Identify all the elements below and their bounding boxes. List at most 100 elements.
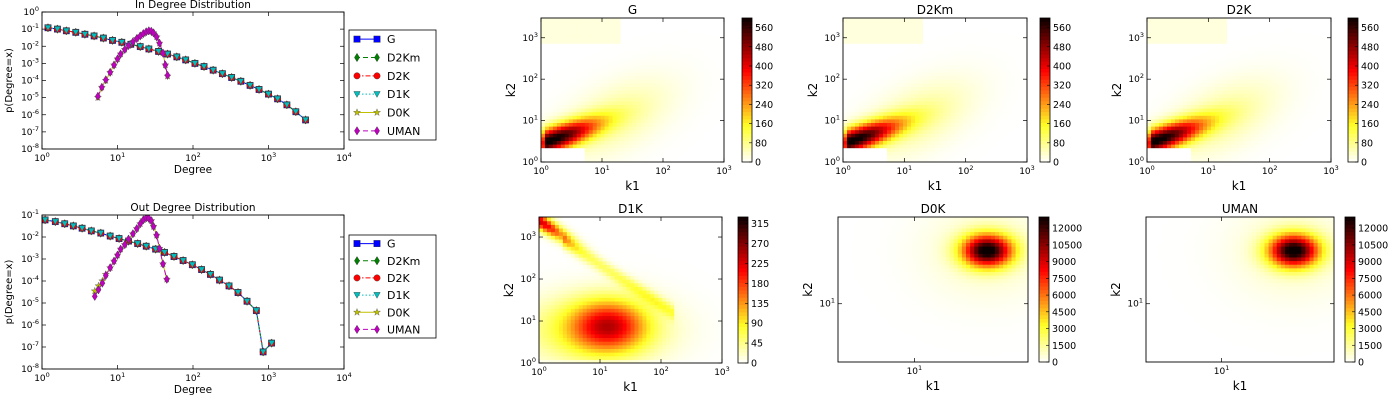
x-tick-label-exp: 0 xyxy=(46,151,50,159)
heatmap-cell xyxy=(1155,86,1160,90)
heatmap-cell xyxy=(680,108,685,112)
x-tick-label-base: 10 xyxy=(594,167,606,177)
heatmap-cell xyxy=(692,22,697,26)
heatmap-cell xyxy=(847,25,852,29)
colorbar-segment xyxy=(1040,79,1050,83)
heatmap-cell xyxy=(1179,94,1184,98)
heatmap-cell xyxy=(975,144,980,148)
heatmap-cell xyxy=(541,18,546,22)
heatmap-cell xyxy=(613,65,618,69)
heatmap-cell xyxy=(1175,54,1180,58)
heatmap-cell xyxy=(919,119,924,123)
heatmap-cell xyxy=(895,94,900,98)
heatmap-cell xyxy=(843,133,848,137)
heatmap-cell xyxy=(871,83,876,87)
heatmap-cell xyxy=(617,86,622,90)
heatmap-cell xyxy=(688,90,693,94)
heatmap-cell xyxy=(979,112,984,116)
heatmap-cell xyxy=(923,97,928,101)
heatmap-cell xyxy=(573,90,578,94)
heatmap-cell xyxy=(680,140,685,144)
heatmap-cell xyxy=(983,25,988,29)
x-tick-label-base: 10 xyxy=(336,374,348,384)
y-tick-label: 10-4 xyxy=(21,74,39,87)
heatmap-cell xyxy=(899,86,904,90)
heatmap-cell xyxy=(907,65,912,69)
heatmap-cell xyxy=(907,122,912,126)
heatmap-cell xyxy=(700,94,705,98)
y-tick-label: 102 xyxy=(522,72,538,85)
heatmap-cell xyxy=(847,86,852,90)
heatmap-cell xyxy=(927,47,932,51)
heatmap-cell xyxy=(871,144,876,148)
heatmap-cell xyxy=(573,155,578,159)
colorbar-segment xyxy=(1040,86,1050,90)
heatmap-cell xyxy=(899,65,904,69)
heatmap-cell xyxy=(983,22,988,26)
heatmap-cell xyxy=(672,122,677,126)
heatmap-cell xyxy=(640,90,645,94)
heatmap-cell xyxy=(1007,36,1012,40)
heatmap-cell xyxy=(1183,130,1188,134)
heatmap-cell xyxy=(644,18,649,22)
heatmap-cell xyxy=(867,122,872,126)
heatmap-cell xyxy=(947,119,952,123)
heatmap-cell xyxy=(601,112,606,116)
heatmap-cell xyxy=(971,144,976,148)
x-tick-label-base: 10 xyxy=(533,167,545,177)
heatmap-cell xyxy=(951,104,956,108)
heatmap-cell xyxy=(859,36,864,40)
heatmap-cell xyxy=(700,155,705,159)
heatmap-cell xyxy=(712,83,717,87)
heatmap-cell xyxy=(983,126,988,130)
heatmap-cell xyxy=(541,83,546,87)
heatmap-cell xyxy=(967,65,972,69)
heatmap-cell xyxy=(593,90,598,94)
heatmap-cell xyxy=(843,18,848,22)
heatmap-cell xyxy=(871,90,876,94)
heatmap-cell xyxy=(895,36,900,40)
heatmap-cell xyxy=(565,22,570,26)
heatmap-cell xyxy=(1187,72,1192,76)
heatmap-cell xyxy=(931,65,936,69)
heatmap-cell xyxy=(629,72,634,76)
heatmap-cell xyxy=(939,101,944,105)
heatmap-cell xyxy=(967,115,972,119)
heatmap-cell xyxy=(589,68,594,72)
heatmap-cell xyxy=(951,122,956,126)
heatmap-cell xyxy=(557,112,562,116)
heatmap-cell xyxy=(987,40,992,44)
heatmap-cell xyxy=(581,137,586,141)
heatmap-cell xyxy=(887,50,892,54)
heatmap-cell xyxy=(565,79,570,83)
heatmap-cell xyxy=(995,140,1000,144)
heatmap-cell xyxy=(621,112,626,116)
heatmap-cell xyxy=(660,151,665,155)
heatmap-cell xyxy=(676,68,681,72)
heatmap-cell xyxy=(943,72,948,76)
heatmap-cell xyxy=(911,61,916,65)
heatmap-cell xyxy=(1019,119,1024,123)
heatmap-cell xyxy=(939,155,944,159)
heatmap-cell xyxy=(629,86,634,90)
heatmap-cell xyxy=(987,119,992,123)
heatmap-cell xyxy=(851,115,856,119)
heatmap-cell xyxy=(875,101,880,105)
heatmap-cell xyxy=(847,54,852,58)
heatmap-cell xyxy=(633,101,638,105)
heatmap-cell xyxy=(692,79,697,83)
heatmap-cell xyxy=(1155,79,1160,83)
heatmap-cell xyxy=(585,58,590,62)
heatmap-cell xyxy=(1003,61,1008,65)
heatmap-cell xyxy=(843,90,848,94)
heatmap-cell xyxy=(911,40,916,44)
heatmap-cell xyxy=(939,40,944,44)
heatmap-cell xyxy=(629,54,634,58)
heatmap-cell xyxy=(684,126,689,130)
heatmap-cell xyxy=(995,151,1000,155)
heatmap-cell xyxy=(1163,29,1168,33)
heatmap-cell xyxy=(712,36,717,40)
heatmap-cell xyxy=(1183,36,1188,40)
heatmap-cell xyxy=(875,72,880,76)
heatmap-cell xyxy=(573,112,578,116)
